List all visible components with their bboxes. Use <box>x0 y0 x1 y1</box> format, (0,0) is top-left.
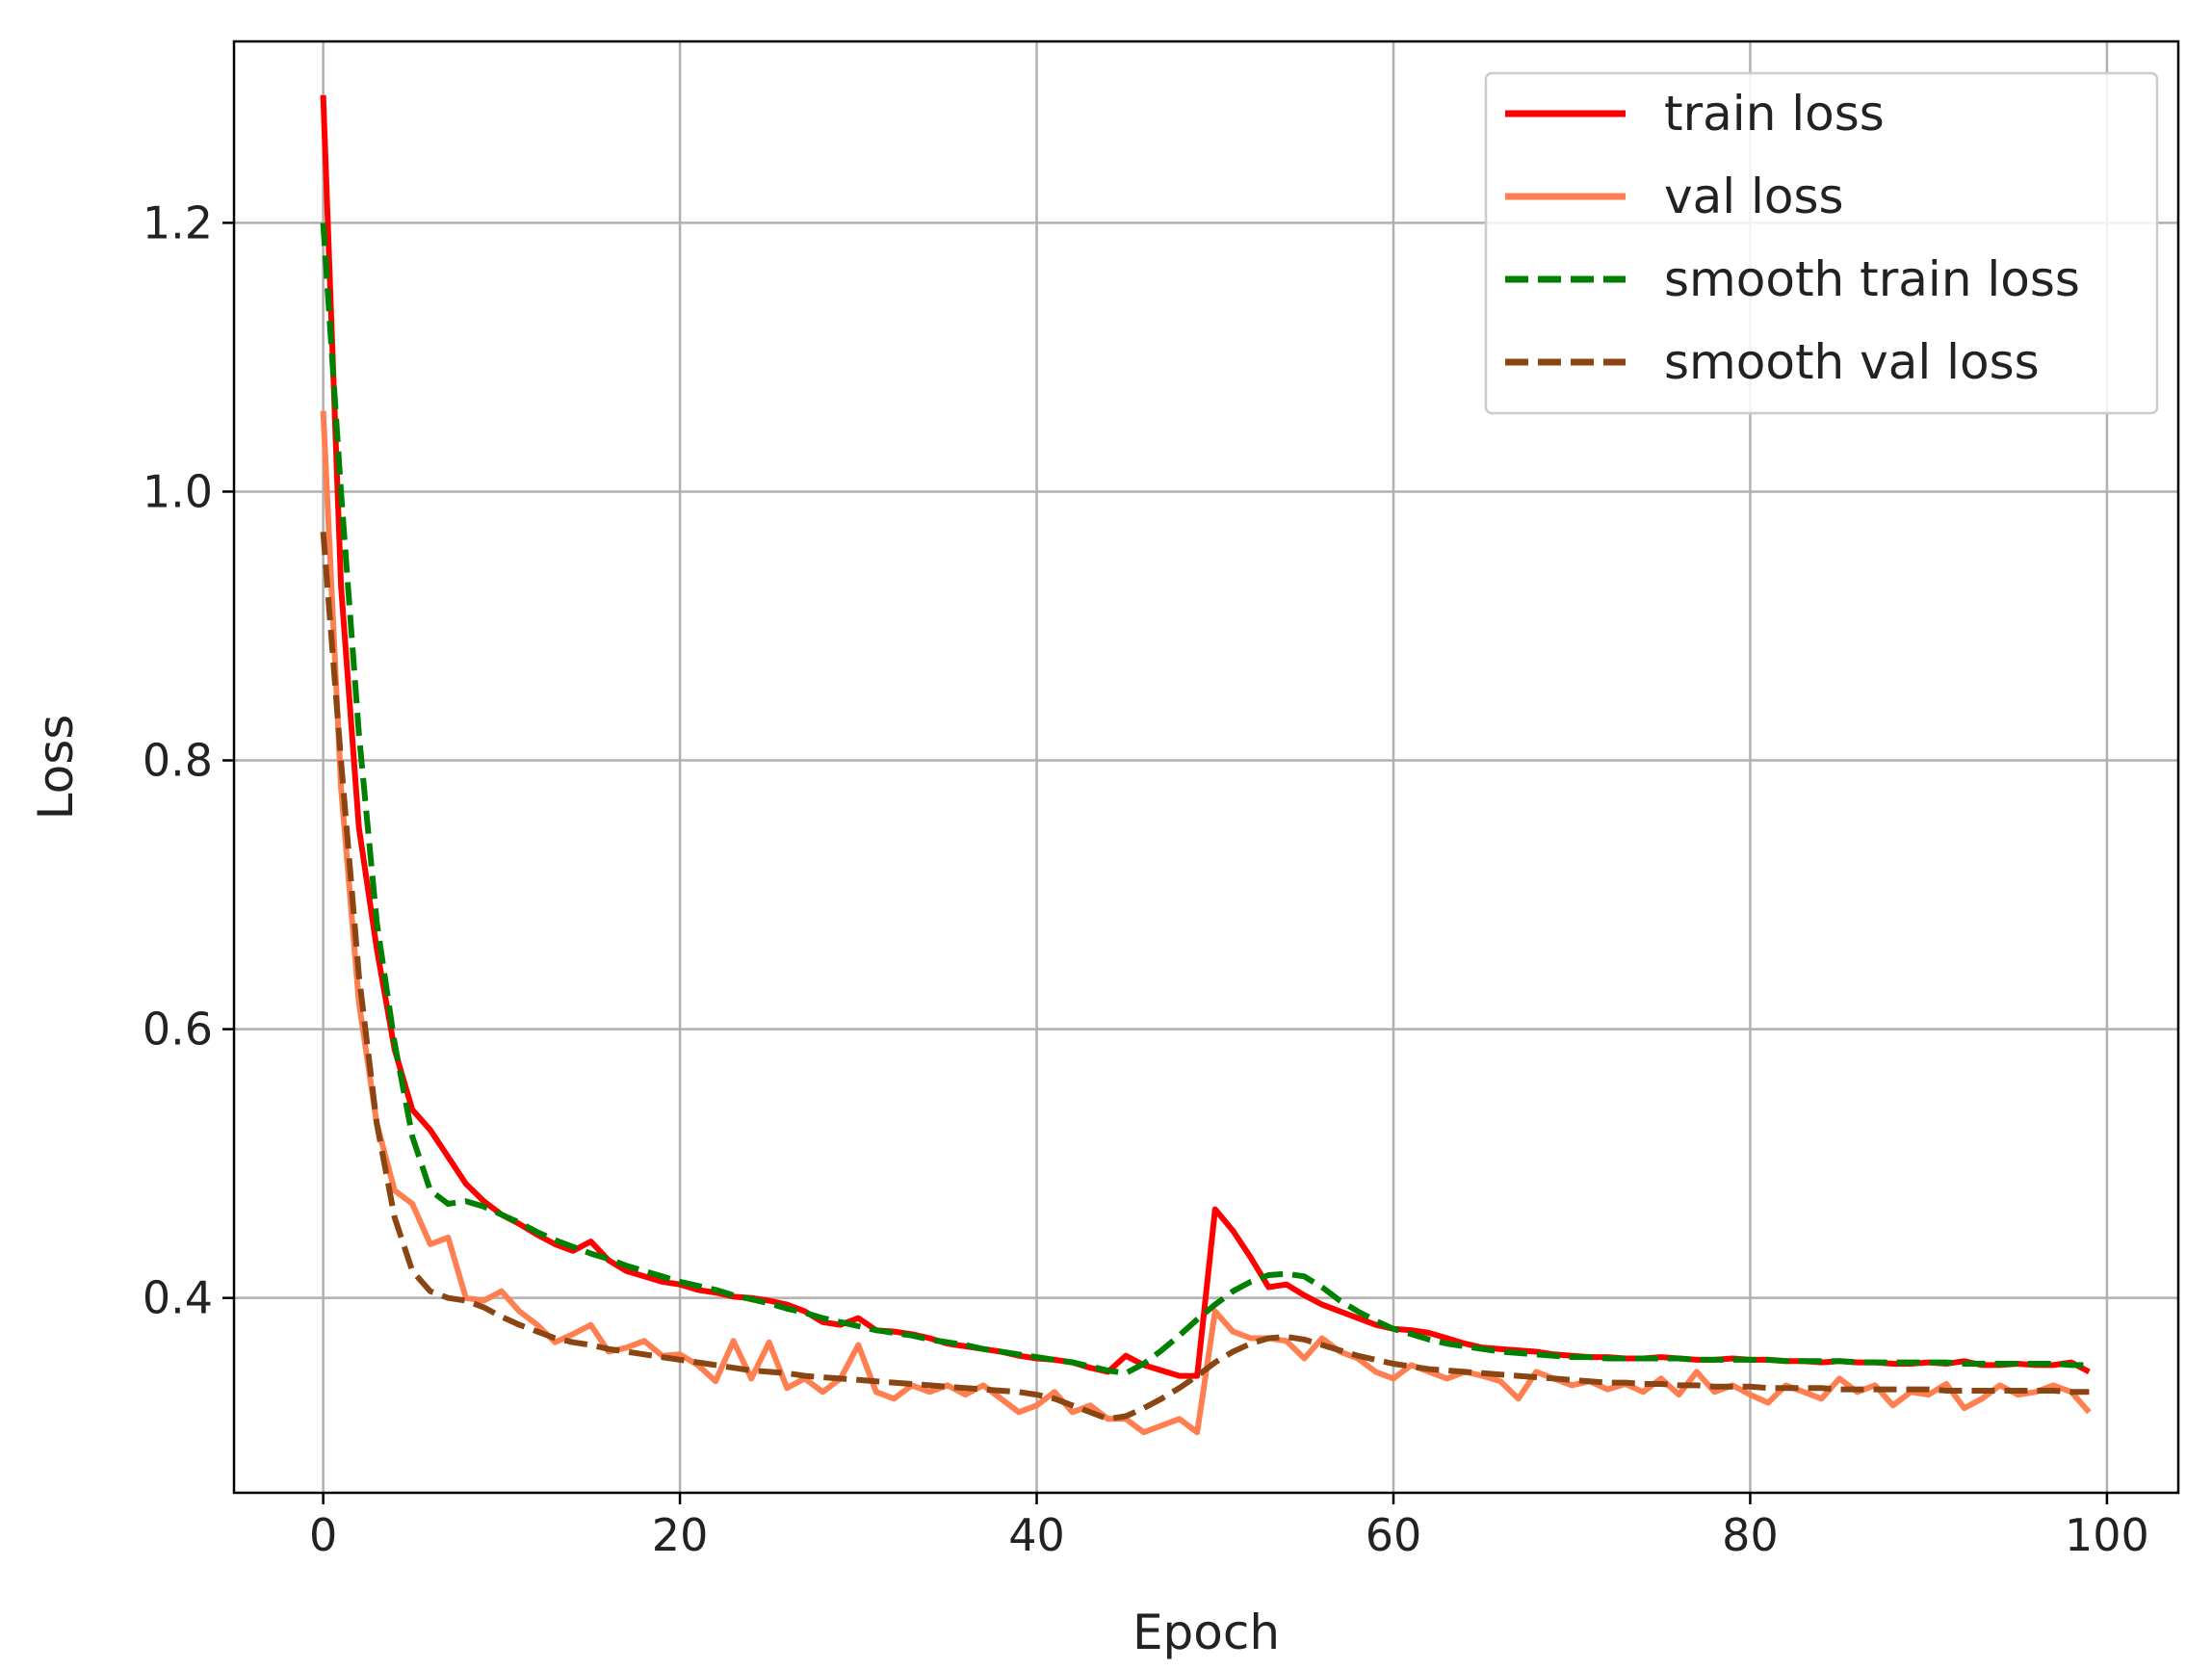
axis-ticks: 0 20 40 60 80 100 0.4 0.6 0.8 1.0 1.2 <box>143 196 2149 1561</box>
y-tick-label: 1.2 <box>143 196 213 248</box>
y-tick-label: 0.4 <box>143 1272 213 1324</box>
series-line-train-loss <box>320 94 2091 1379</box>
legend-box <box>1484 71 2159 415</box>
series-line-smooth-val-loss <box>320 532 2090 1422</box>
y-tick-label: 0.8 <box>143 735 213 787</box>
x-tick-label: 40 <box>1008 1509 1065 1561</box>
legend-label: train loss <box>1664 86 1885 142</box>
legend-label: val loss <box>1664 169 1844 224</box>
legend: train loss val loss smooth train loss smoot… <box>1484 71 2159 415</box>
x-axis-title: Epoch <box>1132 1605 1280 1660</box>
y-tick-label: 0.6 <box>143 1004 213 1056</box>
x-tick-label: 60 <box>1366 1509 1422 1561</box>
legend-entries: train loss val loss smooth train loss smoot… <box>1505 86 2080 390</box>
x-tick-label: 20 <box>652 1509 709 1561</box>
x-tick-label: 80 <box>1722 1509 1779 1561</box>
y-axis-title: Loss <box>28 715 84 821</box>
series-lines <box>320 94 2092 1436</box>
legend-label: smooth val loss <box>1664 334 2040 390</box>
x-tick-label: 100 <box>2065 1509 2149 1561</box>
legend-label: smooth train loss <box>1664 251 2080 307</box>
y-tick-label: 1.0 <box>143 465 213 517</box>
plot-frame <box>232 39 2180 1495</box>
series-line-smooth-train-loss <box>320 222 2090 1376</box>
x-tick-label: 0 <box>309 1509 337 1561</box>
